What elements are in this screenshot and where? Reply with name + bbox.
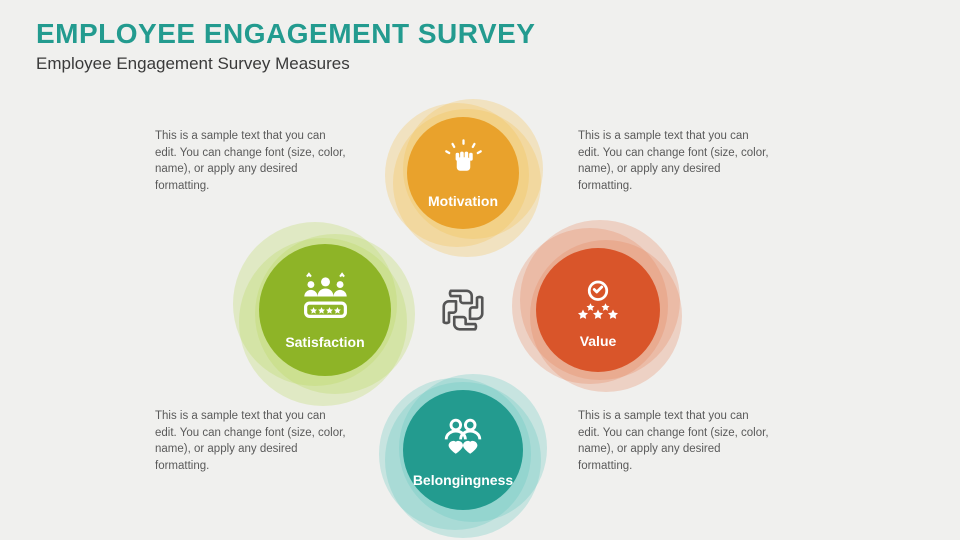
fist-spark-icon [441, 137, 486, 187]
people-hearts-icon [439, 413, 487, 466]
circle-label-value: Value [580, 333, 617, 349]
callout-motivation-left: This is a sample text that you can edit.… [155, 128, 350, 195]
circle-label-belongingness: Belongingness [413, 472, 513, 488]
circle-belongingness: Belongingness [403, 390, 523, 510]
circle-label-satisfaction: Satisfaction [285, 334, 364, 350]
badge-stars-icon [573, 272, 623, 327]
callout-belongingness-left: This is a sample text that you can edit.… [155, 408, 350, 475]
cheer-stars-icon [299, 270, 352, 328]
circle-satisfaction: Satisfaction [259, 244, 391, 376]
circle-motivation: Motivation [407, 117, 519, 229]
circle-label-motivation: Motivation [428, 193, 498, 209]
callout-belongingness-right: This is a sample text that you can edit.… [578, 408, 773, 475]
hands-teamwork-icon [428, 275, 498, 350]
circle-value: Value [536, 248, 660, 372]
callout-motivation-right: This is a sample text that you can edit.… [578, 128, 773, 195]
diagram-stage: Motivation Value Be [0, 0, 960, 540]
